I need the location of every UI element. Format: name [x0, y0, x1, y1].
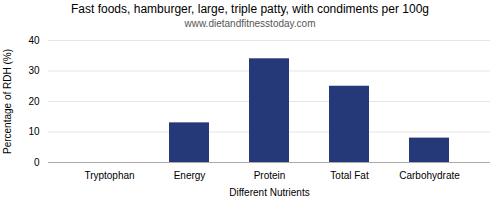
svg-text:Energy: Energy [174, 170, 206, 181]
svg-text:Different Nutrients: Different Nutrients [229, 187, 309, 198]
svg-text:10: 10 [28, 126, 40, 137]
svg-text:0: 0 [34, 157, 40, 168]
html-text:www.dietandfitnesstoday.com: www.dietandfitnesstoday.com [184, 18, 316, 29]
svg-text:Total Fat: Total Fat [330, 170, 369, 181]
svg-text:Tryptophan: Tryptophan [84, 170, 134, 181]
html-text:Fast foods, hamburger, large,: Fast foods, hamburger, large, triple pat… [71, 2, 429, 16]
svg-text:Protein: Protein [254, 170, 286, 181]
svg-text:30: 30 [28, 65, 40, 76]
svg-text:Percentage of RDH (%): Percentage of RDH (%) [2, 49, 13, 154]
svg-text:40: 40 [28, 35, 40, 46]
svg-text:20: 20 [28, 96, 40, 107]
svg-text:Carbohydrate: Carbohydrate [399, 170, 460, 181]
